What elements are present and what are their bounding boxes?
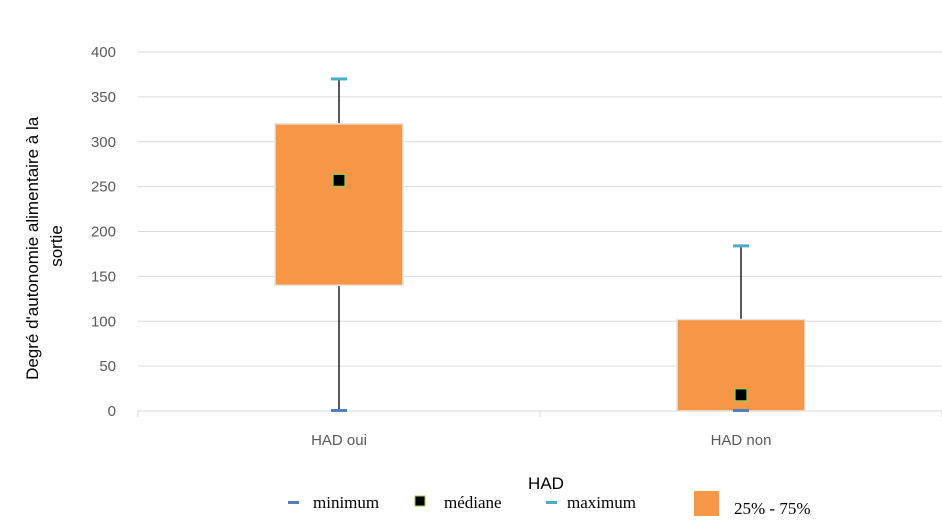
legend-mediane-label: médiane: [444, 493, 502, 512]
y-tick-label-150: 150: [91, 268, 116, 285]
max-marker-had-oui: [331, 77, 347, 81]
y-tick-label-250: 250: [91, 179, 116, 196]
median-marker-had-oui: [332, 173, 346, 187]
x-tick-labels: HAD oui HAD non: [311, 432, 771, 449]
y-tick-label-50: 50: [99, 358, 116, 375]
y-tick-label-300: 300: [91, 134, 116, 151]
legend-minimum-swatch: [288, 501, 299, 504]
legend: minimum médiane maximum 25% - 75%: [288, 491, 810, 518]
min-marker-had-non: [733, 409, 749, 412]
median-marker-had-non: [734, 388, 748, 402]
min-marker-had-oui: [331, 409, 347, 412]
x-axis-title: HAD: [528, 474, 564, 493]
box-had-oui: [274, 123, 404, 287]
legend-maximum-label: maximum: [567, 493, 636, 512]
max-marker-had-non: [733, 244, 749, 248]
y-axis-title-line-1: Degré d'autonomie alimentaire à la: [23, 116, 42, 380]
y-axis-title: Degré d'autonomie alimentaire à la sorti…: [23, 112, 66, 380]
legend-mediane-swatch: [414, 495, 426, 507]
y-tick-label-200: 200: [91, 224, 116, 241]
y-tick-label-100: 100: [91, 313, 116, 330]
y-tick-label-400: 400: [91, 44, 116, 61]
legend-quartile-swatch: [694, 491, 719, 516]
gridlines: [138, 51, 942, 367]
legend-maximum-swatch: [546, 501, 557, 504]
y-tick-label-0: 0: [108, 403, 116, 420]
y-tick-labels: 0 50 100 150 200 250 300 350 400: [91, 44, 116, 420]
legend-minimum-label: minimum: [313, 493, 379, 512]
boxes: [274, 77, 806, 412]
x-tick-label-had-non: HAD non: [711, 432, 772, 449]
axes: [137, 410, 942, 417]
y-tick-label-350: 350: [91, 89, 116, 106]
x-tick-label-had-oui: HAD oui: [311, 432, 367, 449]
legend-quartile-label: 25% - 75%: [734, 499, 810, 518]
y-axis-title-line-2: sortie: [47, 225, 66, 267]
